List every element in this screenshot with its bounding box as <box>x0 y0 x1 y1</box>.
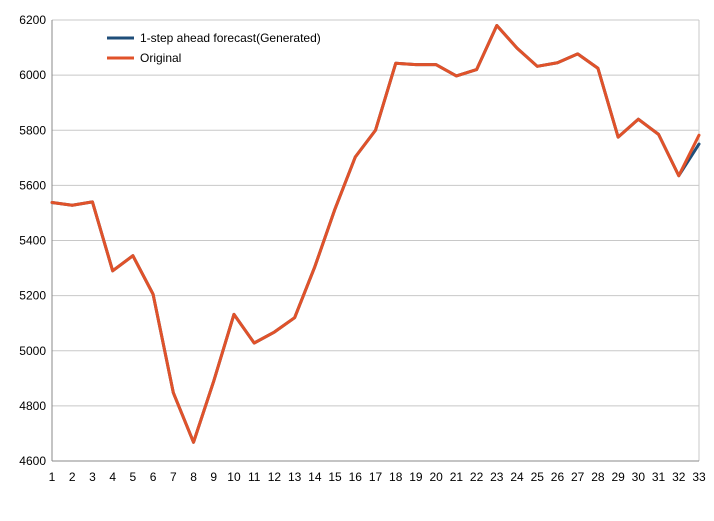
legend-label: Original <box>140 51 181 65</box>
y-axis-tick-labels: 4600 4800 5000 5200 5400 5600 5800 6000 6200 <box>19 13 46 468</box>
y-tick-label: 5400 <box>19 234 46 248</box>
y-tick-label: 5000 <box>19 344 46 358</box>
x-tick-label: 10 <box>227 470 241 484</box>
series-lines <box>50 24 701 444</box>
x-tick-label: 12 <box>268 470 282 484</box>
x-tick-label: 31 <box>652 470 666 484</box>
x-tick-label: 28 <box>591 470 605 484</box>
x-tick-label: 19 <box>409 470 423 484</box>
legend: 1-step ahead forecast(Generated) Original <box>107 31 321 65</box>
x-tick-label: 30 <box>632 470 646 484</box>
x-tick-label: 6 <box>150 470 157 484</box>
y-tick-label: 4600 <box>19 454 46 468</box>
x-tick-label: 4 <box>109 470 116 484</box>
x-tick-label: 2 <box>69 470 76 484</box>
y-tick-label: 6200 <box>19 13 46 27</box>
series-line-forecast <box>50 24 701 444</box>
x-tick-label: 3 <box>89 470 96 484</box>
y-tick-label: 5800 <box>19 123 46 137</box>
x-tick-label: 18 <box>389 470 403 484</box>
gridlines <box>51 19 700 462</box>
x-tick-label: 11 <box>248 470 261 484</box>
x-tick-label: 14 <box>308 470 322 484</box>
x-tick-label: 25 <box>531 470 545 484</box>
x-axis-tick-labels: 1 2 3 4 5 6 7 8 9 10 11 12 13 14 15 16 17 18 19 20 21 22 23 24 2… <box>49 470 706 484</box>
x-tick-label: 15 <box>328 470 342 484</box>
x-tick-label: 5 <box>130 470 137 484</box>
x-tick-label: 27 <box>571 470 585 484</box>
x-tick-label: 17 <box>369 470 383 484</box>
x-tick-label: 21 <box>450 470 464 484</box>
x-tick-label: 26 <box>551 470 565 484</box>
x-tick-label: 8 <box>190 470 197 484</box>
x-tick-label: 33 <box>692 470 706 484</box>
x-tick-label: 20 <box>429 470 443 484</box>
y-tick-label: 4800 <box>19 399 46 413</box>
x-tick-label: 29 <box>611 470 625 484</box>
x-tick-label: 32 <box>672 470 686 484</box>
x-tick-label: 13 <box>288 470 302 484</box>
x-tick-label: 16 <box>349 470 363 484</box>
y-tick-label: 6000 <box>19 68 46 82</box>
x-tick-label: 23 <box>490 470 504 484</box>
x-tick-label: 9 <box>210 470 217 484</box>
x-tick-label: 1 <box>49 470 56 484</box>
x-tick-label: 24 <box>510 470 524 484</box>
series-line-original <box>50 24 701 444</box>
x-tick-label: 7 <box>170 470 177 484</box>
y-tick-label: 5200 <box>19 289 46 303</box>
y-tick-label: 5600 <box>19 178 46 192</box>
legend-label: 1-step ahead forecast(Generated) <box>140 31 321 45</box>
x-tick-label: 22 <box>470 470 484 484</box>
